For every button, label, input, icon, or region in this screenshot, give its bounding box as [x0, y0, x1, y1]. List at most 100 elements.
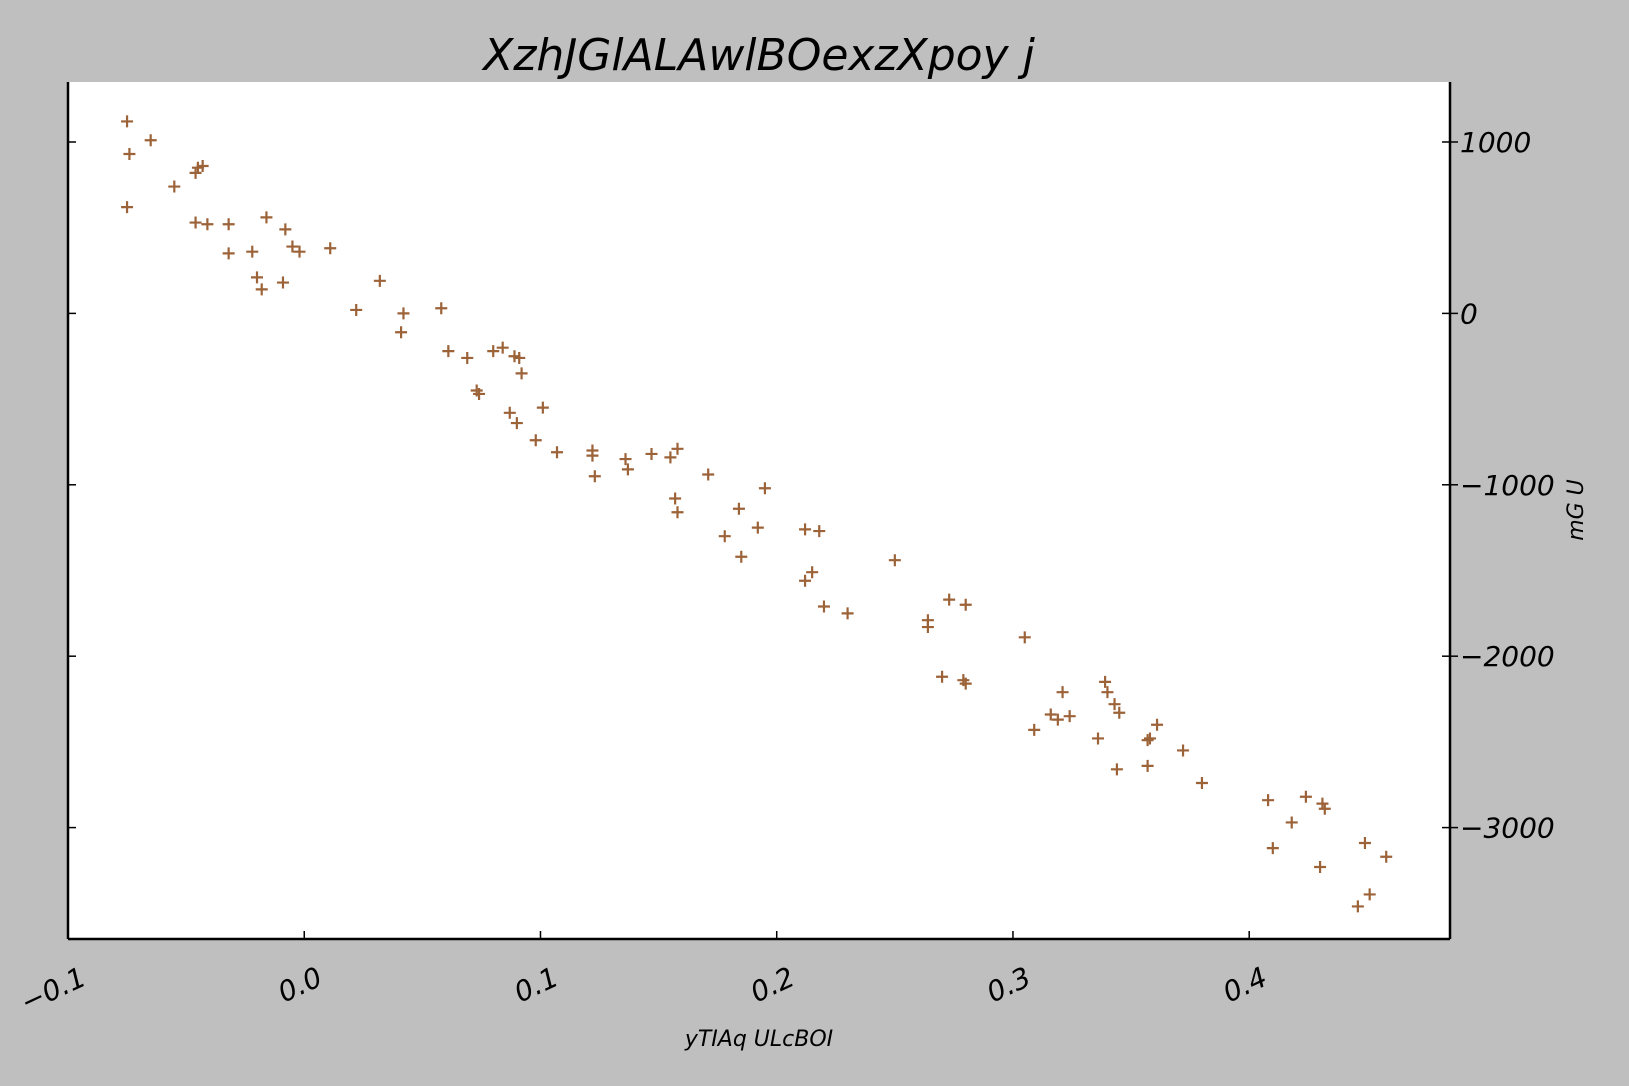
data-point — [222, 218, 235, 231]
data-point — [817, 600, 830, 613]
data-point — [395, 326, 408, 339]
data-point — [324, 242, 337, 255]
x-axis-ticks: −0.1 0.0 0.1 0.2 0.3 0.4 — [15, 931, 1272, 1019]
data-point — [435, 302, 448, 315]
data-point — [276, 276, 289, 289]
data-point — [144, 134, 157, 147]
x-tick-label: 0.3 — [982, 960, 1036, 1009]
data-point — [888, 554, 901, 567]
data-point — [250, 271, 263, 284]
y-tick-label: −2000 — [1460, 640, 1555, 673]
y-tick-label: −1000 — [1460, 469, 1555, 502]
data-point — [189, 166, 202, 179]
data-point — [1028, 723, 1041, 736]
data-point — [1262, 794, 1275, 807]
data-point — [1141, 759, 1154, 772]
data-point — [1143, 732, 1156, 745]
data-point — [1358, 837, 1371, 850]
data-point — [936, 670, 949, 683]
data-point — [1063, 710, 1076, 723]
data-point — [1110, 763, 1123, 776]
y-axis-label: mG U — [1564, 479, 1589, 541]
data-point — [168, 180, 181, 193]
data-point — [442, 345, 455, 358]
data-point — [758, 482, 771, 495]
data-point — [664, 451, 677, 464]
data-point — [1177, 744, 1190, 757]
chart-title: XzhJGlALAwlBOexzXpoy j — [481, 30, 1035, 81]
data-point — [586, 449, 599, 462]
data-point — [1092, 732, 1104, 745]
data-point — [669, 492, 682, 505]
data-point — [1363, 888, 1376, 901]
data-point — [806, 566, 819, 579]
data-point — [621, 463, 634, 476]
data-point — [123, 147, 136, 160]
x-axis-label: yTIAq ULcBOI — [684, 1027, 833, 1052]
data-point — [1141, 734, 1154, 747]
data-point — [286, 240, 299, 253]
x-tick-label: 0.1 — [509, 960, 563, 1009]
data-point — [718, 530, 731, 543]
data-point — [645, 447, 658, 460]
data-point — [1151, 718, 1164, 731]
data-point — [702, 468, 715, 481]
data-point — [201, 218, 214, 231]
data-point — [1113, 706, 1126, 719]
data-point — [529, 434, 542, 447]
data-point — [671, 506, 684, 519]
x-tick-label: −0.1 — [15, 960, 91, 1019]
y-tick-label: 0 — [1460, 297, 1478, 330]
data-point — [813, 525, 826, 538]
data-point — [473, 387, 486, 400]
data-point — [350, 303, 363, 316]
data-point — [461, 351, 474, 364]
x-tick-label: 0.4 — [1218, 960, 1272, 1009]
data-point — [196, 159, 209, 172]
data-point — [943, 593, 956, 606]
data-point — [1380, 850, 1393, 863]
data-point — [588, 470, 601, 483]
data-point — [222, 247, 235, 260]
plot-area — [68, 82, 1450, 939]
data-point — [513, 351, 526, 364]
data-point — [293, 245, 306, 258]
data-point — [515, 367, 528, 380]
data-point — [246, 245, 259, 258]
data-point — [1316, 797, 1329, 810]
data-point — [260, 211, 273, 224]
data-point — [732, 502, 745, 515]
data-point — [496, 341, 509, 354]
data-point — [751, 521, 764, 534]
data-point — [279, 223, 292, 236]
data-point — [397, 307, 410, 320]
data-point — [1108, 698, 1121, 711]
y-tick-label: −3000 — [1460, 812, 1555, 845]
data-point — [1266, 842, 1279, 855]
data-point — [1195, 777, 1208, 790]
data-point — [1351, 900, 1364, 913]
data-point — [1314, 861, 1327, 874]
data-point — [1056, 686, 1069, 699]
y-axis-ticks: 1000 0 −1000 −2000 −3000 — [68, 126, 1555, 845]
y-tick-label: 1000 — [1460, 126, 1531, 159]
data-point — [1044, 708, 1057, 721]
x-tick-label: 0.0 — [273, 960, 327, 1009]
data-point — [959, 677, 972, 690]
data-point — [959, 598, 972, 611]
data-point — [841, 607, 854, 620]
data-points — [121, 115, 1393, 913]
data-point — [1099, 675, 1112, 688]
data-point — [255, 283, 268, 296]
data-point — [189, 216, 202, 229]
data-point — [799, 574, 812, 587]
data-point — [510, 417, 523, 430]
data-point — [1299, 790, 1312, 803]
data-point — [799, 523, 812, 536]
data-point — [921, 621, 934, 634]
data-point — [551, 446, 564, 459]
data-point — [121, 201, 134, 214]
data-point — [1285, 816, 1298, 829]
data-point — [1051, 713, 1064, 726]
